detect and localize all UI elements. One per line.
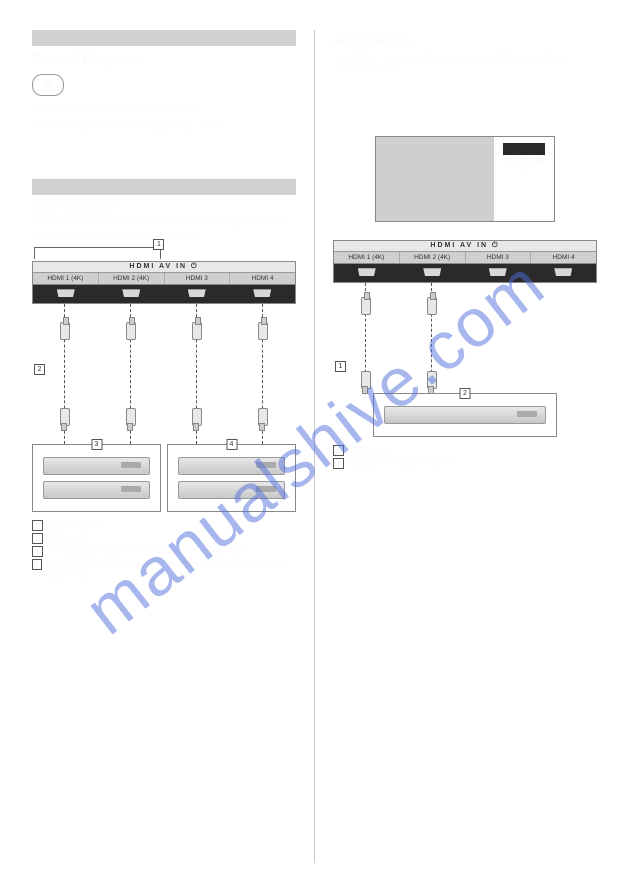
left-column: External Equipment AV Display the extern… — [32, 30, 296, 863]
intro-1: Display the external input selection scr… — [32, 102, 296, 115]
callout-3: 3 — [91, 439, 102, 450]
device-box-4: 4 — [167, 444, 296, 512]
tv-side: 4K Ultra HD TV — [494, 137, 554, 221]
tv-label: 4K Ultra HD TV — [500, 157, 548, 171]
device-box-amp: 2 — [373, 393, 558, 437]
device-recorder-a — [178, 457, 285, 475]
legend-1: 1HDMI terminal — [32, 520, 296, 531]
hdmi-strip-right: HDMI AV IN ⏻ HDMI 1 (4K) HDMI 2 (4K) HDM… — [333, 240, 597, 283]
device-recorder-b — [178, 481, 285, 499]
hdmi-labels-right: HDMI 1 (4K) HDMI 2 (4K) HDMI 3 HDMI 4 — [334, 252, 596, 264]
tv-screen — [376, 137, 494, 221]
legend-3: 34K-compatible equipment (4K Blu-ray Dis… — [32, 546, 296, 557]
hdmi-port-1 — [33, 289, 99, 299]
hdmi-label-1: HDMI 1 (4K) — [33, 273, 99, 284]
hdmi-label-r3: HDMI 3 — [466, 252, 532, 263]
av-button-icon: AV — [32, 74, 64, 96]
hdmi-port-4 — [230, 289, 296, 299]
callout-4: 4 — [226, 439, 237, 450]
hdmi-port-3 — [164, 289, 230, 299]
hdmi-port-2 — [99, 289, 165, 299]
hdmi-port-r4 — [531, 268, 597, 278]
tv-box: 4K Ultra HD TV — [375, 136, 555, 222]
cable-area-left: 2 — [32, 304, 296, 444]
device-4k-b — [43, 481, 150, 499]
tv-brand-icon — [503, 143, 545, 155]
right-column: ARC connection Use HDMI 2 for an amplifi… — [333, 30, 597, 863]
column-divider — [314, 30, 315, 863]
sub-header-bar — [32, 179, 296, 195]
legend-4: 4Recorder / Player / Set top box / Cable… — [32, 559, 296, 580]
hdmi-label-r1: HDMI 1 (4K) — [334, 252, 400, 263]
callout-r2: 2 — [459, 388, 470, 399]
right-section-title: ARC connection — [333, 36, 597, 47]
hdmi-label-4: HDMI 4 — [230, 273, 295, 284]
right-intro: Use HDMI 2 for an amplifier that has the… — [333, 51, 597, 76]
hdmi-ports — [33, 285, 295, 303]
callout-1: 1 — [153, 239, 164, 250]
intro-2: Select the input mode connecting the equ… — [32, 121, 296, 134]
hdmi-strip-title-right: HDMI AV IN ⏻ — [334, 241, 596, 252]
legend-r2: 2Amplifier with speaker system — [333, 458, 597, 469]
hdmi-labels: HDMI 1 (4K) HDMI 2 (4K) HDMI 3 HDMI 4 — [33, 273, 295, 285]
callout-2: 2 — [34, 364, 45, 375]
section-title: External Equipment — [32, 52, 296, 66]
hdmi-strip: HDMI AV IN ⏻ HDMI 1 (4K) HDMI 2 (4K) HDM… — [32, 261, 296, 304]
device-4k-a — [43, 457, 150, 475]
device-amplifier — [384, 406, 547, 424]
cable-area-right: 1 — [333, 283, 597, 393]
hdmi-port-r2 — [400, 268, 466, 278]
hdmi-port-r1 — [334, 268, 400, 278]
callout-r1: 1 — [335, 361, 346, 372]
hdmi-port-r3 — [465, 268, 531, 278]
hdmi-strip-title: HDMI AV IN ⏻ — [33, 262, 295, 273]
hdmi-label-r2: HDMI 2 (4K) — [400, 252, 466, 263]
hdmi-desc: HDMI (High-Definition Multimedia Interfa… — [32, 216, 296, 241]
device-row: 3 4 — [32, 444, 296, 512]
hdmi-label-2: HDMI 2 (4K) — [99, 273, 165, 284]
device-box-3: 3 — [32, 444, 161, 512]
hdmi-label-r4: HDMI 4 — [531, 252, 596, 263]
sub-heading: HDMI connection — [32, 201, 296, 212]
legend-2: 2HDMI cable — [32, 533, 296, 544]
hdmi-ports-right — [334, 264, 596, 282]
legend-r1: 1HDMI cable — [333, 445, 597, 456]
section-header-bar — [32, 30, 296, 46]
hdmi-label-3: HDMI 3 — [165, 273, 231, 284]
bracket-4k — [34, 247, 161, 259]
